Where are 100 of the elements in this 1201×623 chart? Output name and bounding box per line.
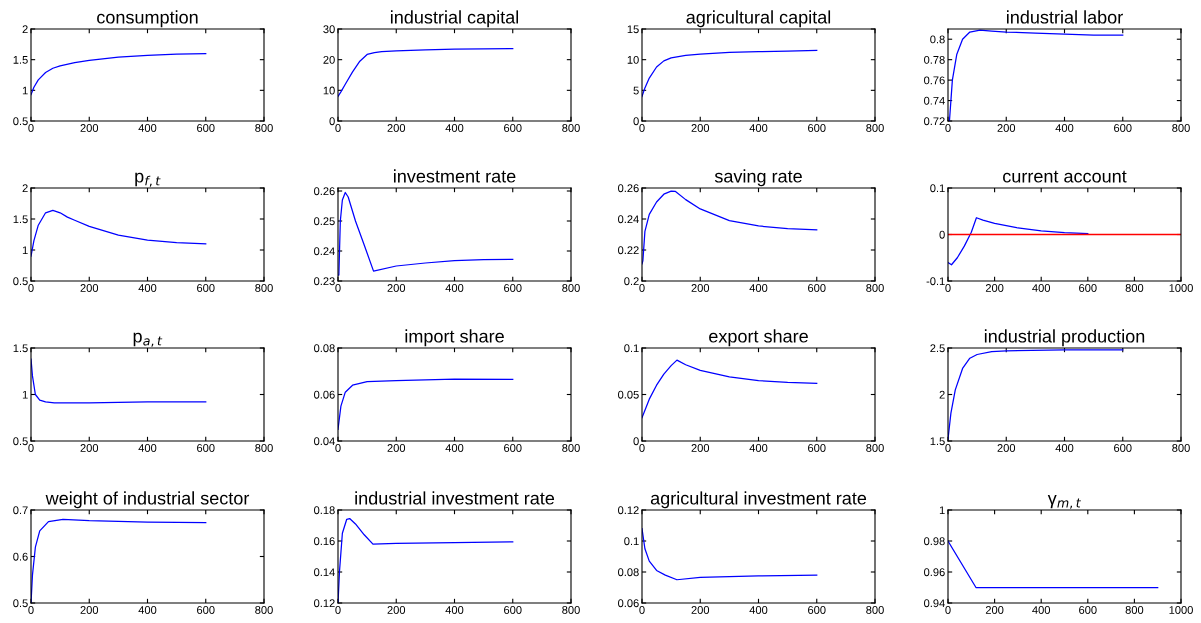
x-tick-label: 600 bbox=[197, 444, 215, 452]
x-tick-label: 800 bbox=[1172, 124, 1190, 132]
y-tick-label: 0.76 bbox=[924, 76, 945, 85]
x-tick-label: 600 bbox=[808, 444, 826, 452]
x-tick-label: 800 bbox=[1125, 284, 1144, 292]
x-tick-label: 200 bbox=[691, 124, 710, 132]
x-tick-label: 0 bbox=[28, 124, 34, 132]
x-tick-label: 0 bbox=[639, 444, 645, 452]
y-tick-label: 0.72 bbox=[924, 117, 945, 126]
y-tick-label: 10 bbox=[627, 55, 639, 64]
line-series bbox=[948, 217, 1089, 266]
y-tick-label: 1.5 bbox=[13, 56, 28, 64]
chart-title: investment rate bbox=[393, 169, 516, 183]
x-tick-label: 200 bbox=[997, 124, 1016, 132]
chart-title: γ$_{m,t}$ bbox=[1047, 494, 1082, 509]
chart-title: saving rate bbox=[714, 169, 802, 187]
y-tick-label: 0 bbox=[633, 117, 639, 126]
y-tick-label: 0.98 bbox=[924, 537, 945, 546]
x-tick-label: 200 bbox=[985, 284, 1004, 292]
x-tick-label: 600 bbox=[808, 124, 826, 132]
x-tick-label: 400 bbox=[138, 284, 157, 292]
x-tick-label: 800 bbox=[255, 284, 273, 292]
y-tick-label: 0.16 bbox=[314, 537, 335, 546]
x-tick-label: 0 bbox=[335, 284, 341, 292]
y-tick-label: 0.5 bbox=[13, 277, 28, 286]
x-tick-label: 400 bbox=[445, 124, 464, 132]
x-tick-label: 200 bbox=[985, 606, 1004, 614]
x-tick-label: 600 bbox=[1079, 606, 1097, 614]
x-tick-label: 800 bbox=[255, 124, 273, 132]
y-tick-label: 0.26 bbox=[618, 184, 639, 193]
chart-title: industrial capital bbox=[390, 10, 519, 28]
x-tick-label: 0 bbox=[335, 606, 341, 614]
y-tick-label: 0.08 bbox=[314, 344, 335, 353]
y-tick-label: 0.96 bbox=[924, 568, 945, 577]
x-tick-label: 400 bbox=[138, 444, 157, 452]
x-tick-label: 600 bbox=[504, 284, 522, 292]
y-tick-label: 20 bbox=[323, 55, 335, 64]
x-tick-label: 600 bbox=[197, 124, 215, 132]
y-tick-label: 0.24 bbox=[618, 215, 639, 224]
x-tick-label: 600 bbox=[1114, 444, 1132, 452]
x-tick-label: 400 bbox=[749, 124, 768, 132]
y-tick-label: 5 bbox=[633, 86, 639, 95]
x-tick-label: 600 bbox=[197, 606, 215, 614]
x-tick-label: 0 bbox=[639, 284, 645, 292]
y-tick-label: 0.8 bbox=[930, 35, 945, 44]
y-tick-label: 0.1 bbox=[930, 184, 945, 193]
x-tick-label: 0 bbox=[945, 284, 951, 292]
x-tick-label: 0 bbox=[945, 606, 951, 614]
x-tick-label: 0 bbox=[335, 444, 341, 452]
y-tick-label: 30 bbox=[323, 25, 335, 34]
y-tick-label: 0.14 bbox=[314, 568, 335, 577]
x-tick-label: 200 bbox=[387, 444, 406, 452]
y-tick-label: 0.5 bbox=[13, 117, 28, 126]
x-tick-label: 400 bbox=[1032, 606, 1051, 614]
x-tick-label: 600 bbox=[197, 284, 215, 292]
y-tick-label: 0.74 bbox=[924, 96, 945, 105]
x-tick-label: 800 bbox=[562, 606, 580, 614]
chart-title: consumption bbox=[97, 10, 198, 28]
x-tick-label: 800 bbox=[562, 284, 580, 292]
x-tick-label: 400 bbox=[138, 606, 157, 614]
x-tick-label: 200 bbox=[80, 124, 99, 132]
y-tick-label: 0.23 bbox=[314, 277, 335, 286]
y-tick-label: 0.22 bbox=[618, 246, 639, 255]
x-tick-label: 600 bbox=[808, 606, 826, 614]
x-tick-label: 200 bbox=[691, 606, 710, 614]
y-tick-label: 2 bbox=[22, 25, 28, 34]
chart-title: current account bbox=[1003, 170, 1127, 183]
x-tick-label: 400 bbox=[445, 284, 464, 292]
chart-title: industrial production bbox=[984, 329, 1145, 347]
y-tick-label: 15 bbox=[627, 25, 639, 34]
y-tick-label: 0.05 bbox=[618, 390, 639, 399]
x-tick-label: 600 bbox=[504, 444, 522, 452]
x-tick-label: 400 bbox=[749, 606, 768, 614]
x-tick-label: 400 bbox=[138, 124, 157, 132]
y-tick-label: 0.08 bbox=[618, 568, 639, 577]
y-tick-label: 0.24 bbox=[314, 247, 335, 256]
y-tick-label: 0.78 bbox=[924, 55, 945, 64]
line-series bbox=[338, 48, 514, 98]
chart-title: import share bbox=[405, 329, 504, 347]
y-tick-label: 2 bbox=[22, 184, 28, 193]
x-tick-label: 0 bbox=[945, 444, 951, 452]
x-tick-label: 600 bbox=[1114, 124, 1132, 132]
y-tick-label: 1 bbox=[22, 86, 28, 95]
x-tick-label: 400 bbox=[1032, 284, 1051, 292]
chart-title: agricultural capital bbox=[686, 10, 831, 28]
x-tick-label: 600 bbox=[504, 606, 522, 614]
x-tick-label: 200 bbox=[691, 444, 710, 452]
chart-title: industrial investment rate bbox=[355, 491, 555, 505]
x-tick-label: 1000 bbox=[1169, 606, 1193, 614]
x-tick-label: 800 bbox=[866, 606, 884, 614]
y-tick-label: 1.5 bbox=[13, 215, 28, 224]
line-series bbox=[642, 359, 818, 419]
y-tick-label: 10 bbox=[323, 86, 335, 95]
y-tick-label: 1 bbox=[22, 246, 28, 255]
y-tick-label: 0.06 bbox=[618, 599, 639, 608]
chart-title: industrial labor bbox=[1007, 10, 1123, 24]
chart-title: export share bbox=[709, 329, 808, 347]
x-tick-label: 400 bbox=[445, 606, 464, 614]
x-tick-label: 800 bbox=[562, 124, 580, 132]
y-tick-label: 0.5 bbox=[13, 599, 28, 608]
